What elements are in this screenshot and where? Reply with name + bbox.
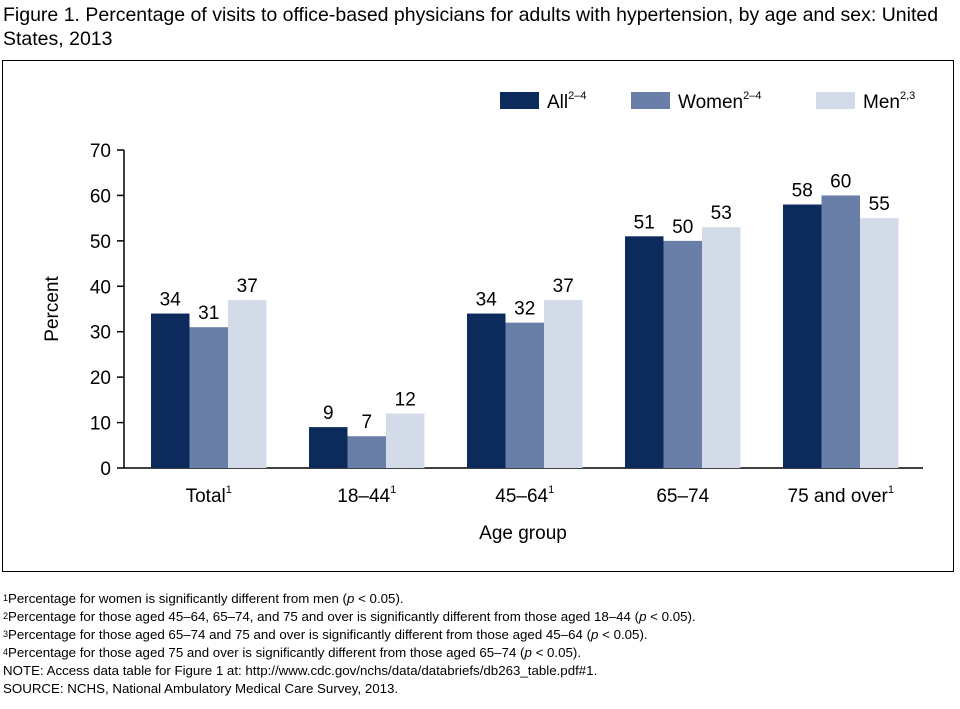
- bar: [151, 313, 190, 468]
- footnote-text: Percentage for women is significantly di…: [8, 591, 347, 606]
- bar: [505, 322, 544, 468]
- data-label: 34: [476, 290, 498, 311]
- footnote-text: < 0.05).: [531, 645, 582, 660]
- footnote-text: < 0.05).: [646, 609, 696, 624]
- bar: [347, 436, 386, 468]
- footnote: 1Percentage for women is significantly d…: [3, 590, 953, 608]
- data-label: 7: [361, 412, 372, 433]
- data-label: 55: [869, 194, 890, 215]
- bar: [386, 413, 425, 468]
- legend-label: Men2,3: [863, 90, 915, 113]
- chart-frame: 0 10 20 30 40 50 60 70 34 31 37 Total1 9 7 12 18–441 34 3…: [2, 60, 954, 572]
- bar: [663, 240, 702, 468]
- footnote-text: p: [591, 627, 599, 642]
- footnotes: 1Percentage for women is significantly d…: [3, 590, 953, 698]
- y-tick-label: 40: [90, 277, 111, 298]
- bar: [821, 195, 860, 468]
- bar-chart: 0 10 20 30 40 50 60 70 34 31 37 Total1 9 7 12 18–441 34 3…: [42, 90, 923, 544]
- footnote: 4Percentage for those aged 75 and over i…: [3, 644, 953, 662]
- x-tick-label: 18–441: [337, 484, 396, 507]
- bar: [625, 236, 664, 468]
- legend-label: All2–4: [547, 90, 586, 113]
- footnote-text: p: [639, 609, 647, 624]
- footnote-text: SOURCE: NCHS, National Ambulatory Medica…: [3, 681, 399, 696]
- data-label: 51: [634, 212, 655, 233]
- y-tick-label: 20: [90, 368, 111, 389]
- footnote-text: p: [347, 591, 355, 606]
- bar: [309, 427, 348, 468]
- x-tick-label: 65–74: [656, 486, 709, 507]
- footnote: 2Percentage for those aged 45–64, 65–74,…: [3, 608, 953, 626]
- data-label: 50: [672, 217, 693, 238]
- footnote-marker: 4: [3, 647, 9, 657]
- footnote: SOURCE: NCHS, National Ambulatory Medica…: [3, 680, 953, 698]
- data-label: 60: [830, 171, 851, 192]
- footnote-marker: 3: [3, 629, 9, 639]
- footnote-text: p: [524, 645, 532, 660]
- y-tick-label: 0: [100, 459, 111, 480]
- data-label: 53: [711, 203, 732, 224]
- x-tick-label: 75 and over1: [788, 484, 894, 507]
- bar: [228, 299, 267, 468]
- data-label: 32: [514, 299, 535, 320]
- y-tick-label: 70: [90, 141, 111, 162]
- y-tick-label: 30: [90, 323, 111, 344]
- x-tick-label: Total1: [186, 484, 232, 507]
- bar: [702, 227, 741, 468]
- legend-swatch: [816, 92, 855, 109]
- y-tick-label: 10: [90, 414, 111, 435]
- footnote-text: Percentage for those aged 45–64, 65–74, …: [8, 609, 640, 624]
- y-axis-label: Percent: [42, 276, 63, 342]
- footnote-marker: 2: [3, 611, 9, 621]
- bar: [544, 299, 583, 468]
- x-tick-label: 45–641: [495, 484, 554, 507]
- data-label: 37: [237, 276, 258, 297]
- footnote-text: Percentage for those aged 75 and over is…: [8, 645, 525, 660]
- data-label: 58: [792, 181, 813, 202]
- data-label: 34: [160, 290, 182, 311]
- legend-swatch: [500, 92, 539, 109]
- bar: [467, 313, 506, 468]
- bar: [860, 218, 899, 468]
- footnote-marker: 1: [3, 593, 9, 603]
- legend-label: Women2–4: [678, 90, 761, 113]
- data-label: 37: [553, 276, 574, 297]
- y-tick-label: 50: [90, 232, 111, 253]
- footnote-text: NOTE: Access data table for Figure 1 at:…: [3, 663, 598, 678]
- legend-swatch: [631, 92, 670, 109]
- footnote-text: < 0.05).: [598, 627, 648, 642]
- footnote: NOTE: Access data table for Figure 1 at:…: [3, 662, 953, 680]
- footnote-text: Percentage for those aged 65–74 and 75 a…: [8, 627, 592, 642]
- footnote: 3Percentage for those aged 65–74 and 75 …: [3, 626, 953, 644]
- data-label: 9: [323, 403, 334, 424]
- y-tick-label: 60: [90, 186, 111, 207]
- data-label: 31: [198, 303, 219, 324]
- data-label: 12: [395, 389, 416, 410]
- x-axis-label: Age group: [479, 523, 567, 544]
- footnote-text: < 0.05).: [354, 591, 404, 606]
- bar: [189, 327, 228, 468]
- figure-title: Figure 1. Percentage of visits to office…: [3, 4, 939, 50]
- bar: [783, 204, 822, 468]
